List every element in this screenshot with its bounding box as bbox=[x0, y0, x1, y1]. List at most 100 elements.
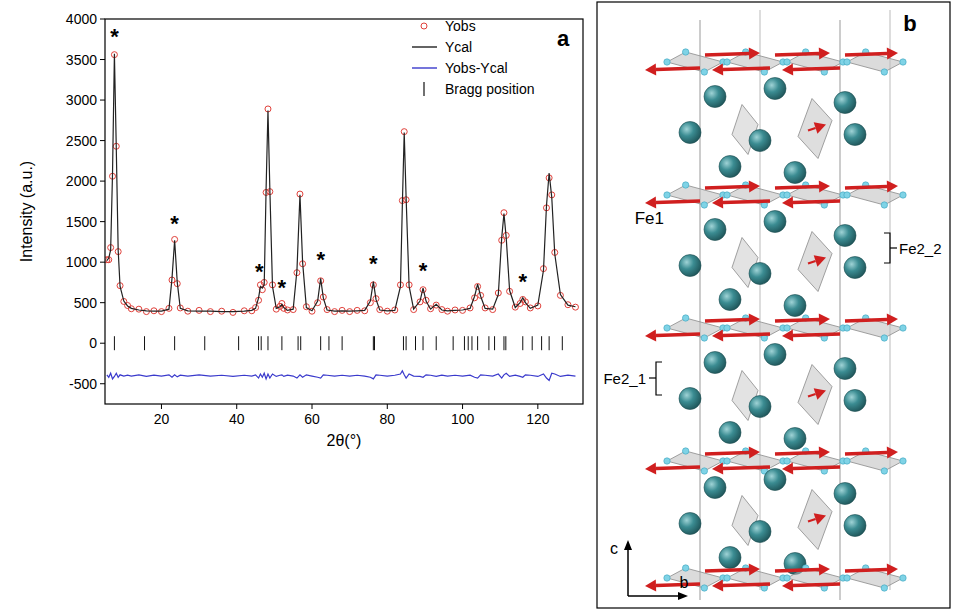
cation-sphere bbox=[704, 86, 726, 108]
y-tick bbox=[100, 262, 105, 263]
bragg-tick bbox=[406, 336, 407, 350]
bragg-tick bbox=[204, 336, 205, 350]
bragg-tick bbox=[374, 336, 375, 350]
bragg-tick bbox=[494, 336, 495, 350]
spin-arrow bbox=[656, 467, 700, 469]
anion bbox=[881, 335, 887, 341]
spin-arrow-head bbox=[814, 122, 826, 133]
spin-arrow bbox=[723, 584, 770, 586]
legend-symbol bbox=[423, 82, 424, 96]
x-tick bbox=[312, 404, 313, 409]
spin-arrow bbox=[705, 186, 749, 188]
bragg-tick bbox=[503, 336, 504, 350]
spin-arrow bbox=[656, 201, 700, 203]
bracket bbox=[656, 362, 662, 395]
figure: -500050010001500200025003000350040002040… bbox=[0, 0, 955, 611]
y-tick bbox=[100, 100, 105, 101]
spin-arrow-head bbox=[819, 446, 830, 458]
spin-arrow-head bbox=[645, 64, 656, 76]
anion bbox=[701, 585, 707, 591]
bragg-tick bbox=[522, 336, 523, 350]
x-tick-label: 80 bbox=[379, 411, 395, 427]
legend-symbol bbox=[421, 23, 427, 29]
bragg-tick bbox=[258, 336, 259, 350]
legend-symbol bbox=[412, 46, 437, 47]
legend-label: Bragg position bbox=[445, 81, 535, 97]
cation-sphere bbox=[749, 130, 771, 152]
anion bbox=[844, 192, 850, 198]
anion bbox=[682, 49, 688, 55]
bragg-tick bbox=[423, 336, 424, 350]
anion bbox=[900, 458, 906, 464]
axis-arrow-head bbox=[624, 540, 632, 550]
x-tick bbox=[462, 404, 463, 409]
spin-arrow-head bbox=[749, 563, 760, 575]
cation-sphere bbox=[719, 156, 741, 178]
axis-label: c bbox=[610, 540, 618, 557]
fe2-site bbox=[798, 490, 832, 550]
axis-label: b bbox=[680, 574, 689, 591]
cation-sphere bbox=[844, 390, 866, 412]
bragg-tick bbox=[342, 336, 343, 350]
anion bbox=[724, 192, 730, 198]
spin-arrow bbox=[793, 334, 840, 336]
spin-arrow-head bbox=[782, 197, 793, 209]
anion bbox=[701, 202, 707, 208]
anion bbox=[784, 575, 790, 581]
spin-arrow bbox=[845, 319, 887, 321]
spin-arrow-head bbox=[749, 446, 760, 458]
spin-arrow-head bbox=[887, 180, 898, 192]
spin-arrow bbox=[845, 186, 887, 188]
panel-b-frame bbox=[597, 2, 950, 608]
bragg-tick bbox=[298, 336, 299, 350]
anion bbox=[900, 575, 906, 581]
spin-arrow-head bbox=[887, 563, 898, 575]
peak-marker: * bbox=[170, 211, 179, 236]
series-line bbox=[107, 371, 576, 381]
anion bbox=[664, 325, 670, 331]
bragg-tick bbox=[436, 336, 437, 350]
cation-sphere bbox=[704, 219, 726, 241]
cation-sphere bbox=[719, 422, 741, 444]
letter-patch bbox=[897, 8, 923, 36]
bragg-tick bbox=[505, 336, 506, 350]
cation-sphere bbox=[764, 469, 786, 491]
anion bbox=[724, 575, 730, 581]
spin-arrow-head bbox=[782, 580, 793, 592]
structure bbox=[645, 10, 906, 600]
peak-marker: * bbox=[518, 269, 527, 294]
axis-arrow-head bbox=[678, 592, 688, 600]
anion bbox=[784, 192, 790, 198]
spin-arrow-head bbox=[645, 463, 656, 475]
plot-frame bbox=[105, 19, 583, 404]
spin-arrow-head bbox=[819, 47, 830, 59]
bragg-tick bbox=[415, 336, 416, 350]
x-tick-label: 120 bbox=[526, 411, 550, 427]
anion bbox=[682, 565, 688, 571]
peak-marker: * bbox=[255, 259, 264, 284]
spin-arrow-head bbox=[887, 313, 898, 325]
cation-sphere bbox=[679, 513, 701, 535]
panel-letter: b bbox=[903, 11, 916, 36]
y-tick-label: 2000 bbox=[66, 173, 97, 189]
spin-arrow bbox=[808, 128, 816, 131]
cation-sphere bbox=[834, 92, 856, 114]
spin-arrow-head bbox=[814, 255, 826, 266]
y-tick-label: 2500 bbox=[66, 133, 97, 149]
obs-point bbox=[572, 304, 578, 310]
panel-letter: a bbox=[557, 26, 570, 51]
spin-arrow bbox=[705, 569, 749, 571]
bragg-tick bbox=[328, 336, 329, 350]
spin-arrow-head bbox=[712, 64, 723, 76]
obs-point bbox=[143, 309, 149, 315]
spin-arrow-head bbox=[819, 313, 830, 325]
spin-arrow-head bbox=[782, 64, 793, 76]
fe2-site bbox=[798, 99, 832, 159]
y-tick-label: 1500 bbox=[66, 214, 97, 230]
site-label: Fe2_1 bbox=[603, 370, 646, 387]
y-tick bbox=[100, 181, 105, 182]
cation-sphere bbox=[764, 344, 786, 366]
cation-sphere bbox=[719, 289, 741, 311]
fe2-site bbox=[798, 365, 832, 425]
anion bbox=[881, 69, 887, 75]
